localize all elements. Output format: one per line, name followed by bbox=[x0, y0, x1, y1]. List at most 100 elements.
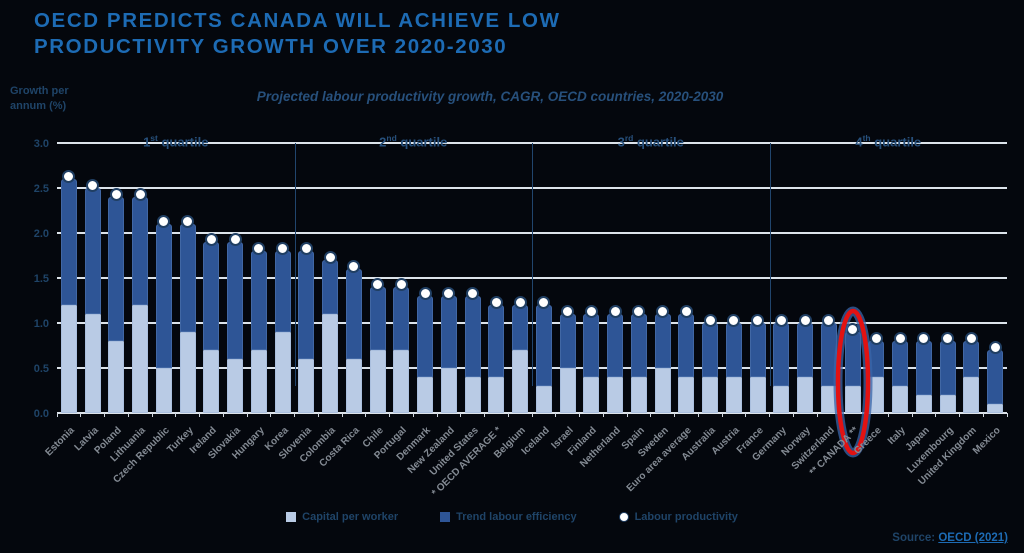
productivity-dot bbox=[394, 278, 408, 291]
baseline-tick bbox=[840, 413, 842, 417]
bar-slot-colombia bbox=[318, 143, 342, 413]
productivity-dot bbox=[751, 314, 765, 327]
quartile-label-4: 4th quartile bbox=[770, 133, 1008, 149]
bar-slot-new-zealand bbox=[437, 143, 461, 413]
baseline-tick bbox=[887, 413, 889, 417]
legend-label-efficiency: Trend labour efficiency bbox=[456, 511, 577, 523]
capital-segment bbox=[108, 341, 125, 413]
capital-segment bbox=[892, 386, 909, 413]
productivity-dot bbox=[418, 287, 432, 300]
capital-segment bbox=[203, 350, 220, 413]
productivity-dot bbox=[941, 332, 955, 345]
bar-slot-estonia bbox=[57, 143, 81, 413]
capital-segment bbox=[60, 305, 77, 413]
baseline-tick bbox=[412, 413, 414, 417]
capital-segment bbox=[987, 404, 1004, 413]
productivity-dot bbox=[561, 305, 575, 318]
legend: Capital per worker Trend labour efficien… bbox=[0, 511, 1024, 523]
productivity-dot bbox=[109, 188, 123, 201]
efficiency-segment bbox=[179, 224, 196, 332]
capital-segment bbox=[844, 386, 861, 413]
baseline-tick bbox=[911, 413, 913, 417]
bar-slot-ireland bbox=[200, 143, 224, 413]
efficiency-segment bbox=[298, 251, 315, 359]
baseline-tick bbox=[982, 413, 984, 417]
efficiency-segment bbox=[132, 197, 149, 305]
productivity-dot bbox=[299, 242, 313, 255]
efficiency-segment bbox=[820, 323, 837, 386]
bar-slot-netherland bbox=[603, 143, 627, 413]
source-link[interactable]: OECD (2021) bbox=[938, 532, 1008, 544]
productivity-dot bbox=[632, 305, 646, 318]
bar-slot-latvia bbox=[81, 143, 105, 413]
y-axis-unit-label: Growth per annum (%) bbox=[10, 85, 69, 112]
bar-slot-luxembourg bbox=[936, 143, 960, 413]
baseline-tick bbox=[650, 413, 652, 417]
baseline-tick bbox=[935, 413, 937, 417]
productivity-dot bbox=[323, 251, 337, 264]
baseline-tick bbox=[389, 413, 390, 417]
bar-slot-costa-rica bbox=[342, 143, 366, 413]
quartile-label-part: rd bbox=[624, 133, 634, 143]
baseline-tick bbox=[175, 413, 177, 417]
bar-slot-chile bbox=[366, 143, 390, 413]
capital-segment bbox=[227, 359, 244, 413]
efficiency-segment bbox=[60, 179, 77, 305]
capital-segment bbox=[820, 386, 837, 413]
efficiency-segment bbox=[203, 242, 220, 350]
capital-segment bbox=[155, 368, 172, 413]
baseline-tick bbox=[721, 413, 723, 417]
bar-slot-sweden bbox=[651, 143, 675, 413]
quartile-label-3: 3rd quartile bbox=[532, 133, 770, 149]
efficiency-segment bbox=[464, 296, 481, 377]
quartile-divider bbox=[769, 143, 771, 386]
capital-segment bbox=[274, 332, 291, 413]
productivity-dot bbox=[228, 233, 242, 246]
productivity-dot bbox=[86, 179, 100, 192]
chart-subtitle: Projected labour productivity growth, CA… bbox=[256, 89, 724, 104]
efficiency-segment bbox=[369, 287, 386, 350]
capital-segment bbox=[369, 350, 386, 413]
capital-segment bbox=[488, 377, 505, 413]
capital-segment bbox=[393, 350, 410, 413]
productivity-dot bbox=[679, 305, 693, 318]
baseline-tick bbox=[769, 413, 770, 417]
bar-slot-united-kingdom bbox=[960, 143, 984, 413]
baseline-tick bbox=[270, 413, 272, 417]
bar-slot-czech-republic bbox=[152, 143, 176, 413]
bar-slot-belgium bbox=[508, 143, 532, 413]
quartile-label-part: st bbox=[150, 133, 158, 143]
baseline-tick bbox=[460, 413, 462, 417]
capital-segment bbox=[179, 332, 196, 413]
quartile-label-part: nd bbox=[386, 133, 397, 143]
bar-slot-poland bbox=[105, 143, 129, 413]
baseline-tick bbox=[317, 413, 319, 417]
title-line-2: PRODUCTIVITY GROWTH OVER 2020-2030 bbox=[34, 35, 508, 58]
capital-segment bbox=[535, 386, 552, 413]
quartile-divider bbox=[532, 143, 533, 386]
efficiency-segment bbox=[892, 341, 909, 386]
baseline-tick bbox=[531, 413, 533, 417]
efficiency-segment bbox=[868, 341, 885, 377]
bar-slot-slovenia bbox=[295, 143, 319, 413]
efficiency-segment bbox=[630, 314, 647, 377]
bar-slot-finland bbox=[580, 143, 604, 413]
capital-segment bbox=[654, 368, 671, 413]
baseline-tick bbox=[959, 413, 960, 417]
capital-segment bbox=[250, 350, 267, 413]
quartile-label-part: quartile bbox=[870, 134, 922, 150]
bar-slot-hungary bbox=[247, 143, 271, 413]
productivity-dot bbox=[513, 296, 527, 309]
baseline-tick bbox=[365, 413, 367, 417]
capital-segment bbox=[630, 377, 647, 413]
capital-segment bbox=[749, 377, 766, 413]
bar-slot-denmark bbox=[413, 143, 437, 413]
efficiency-segment bbox=[702, 323, 719, 377]
legend-item-efficiency: Trend labour efficiency bbox=[440, 511, 577, 523]
efficiency-segment bbox=[773, 323, 790, 386]
baseline-tick bbox=[484, 413, 485, 417]
efficiency-segment bbox=[535, 305, 552, 386]
efficiency-segment bbox=[393, 287, 410, 350]
productivity-dot-icon bbox=[618, 512, 629, 522]
